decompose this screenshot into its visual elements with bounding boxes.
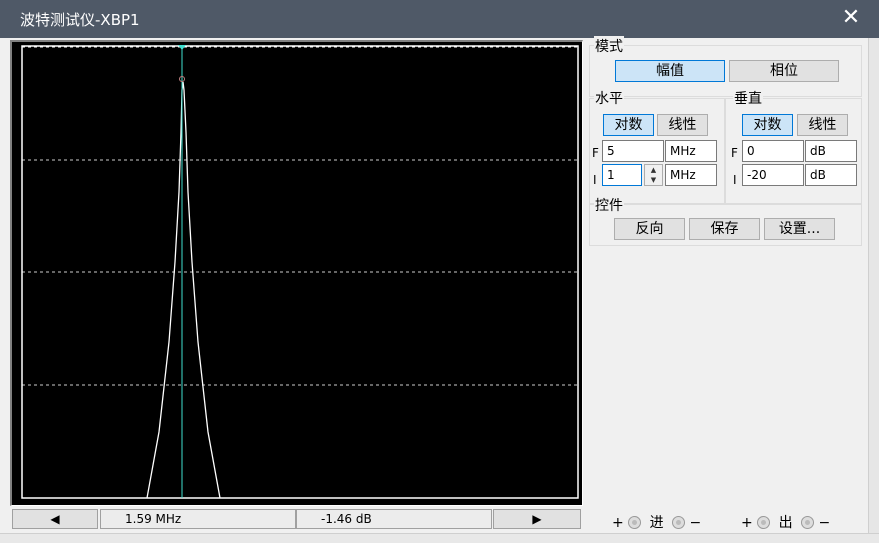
output-terminals: + 出 − bbox=[741, 512, 830, 532]
controls-label: 控件 bbox=[594, 195, 624, 215]
reverse-button[interactable]: 反向 bbox=[614, 218, 685, 240]
phase-mode-button[interactable]: 相位 bbox=[729, 60, 839, 82]
in-plus-terminal-icon[interactable] bbox=[628, 516, 642, 529]
background-window-edge bbox=[868, 38, 879, 543]
mode-label: 模式 bbox=[594, 36, 624, 56]
magnitude-readout: -1.46 dB bbox=[296, 509, 492, 529]
settings-button[interactable]: 设置... bbox=[764, 218, 835, 240]
spin-down-icon[interactable]: ▼ bbox=[650, 176, 657, 184]
title-bar: 波特测试仪-XBP1 ✕ bbox=[0, 0, 879, 38]
horizontal-initial-spinner[interactable]: ▲ ▼ bbox=[644, 164, 663, 186]
vertical-initial-unit[interactable]: dB bbox=[805, 164, 857, 186]
horizontal-initial-unit[interactable]: MHz bbox=[665, 164, 717, 186]
mode-group bbox=[589, 45, 862, 97]
vertical-group bbox=[725, 98, 862, 204]
window-title: 波特测试仪-XBP1 bbox=[20, 11, 140, 29]
input-terminals: + 进 − bbox=[612, 512, 701, 532]
background-window-bottom bbox=[0, 533, 879, 543]
vertical-final-unit[interactable]: dB bbox=[805, 140, 857, 162]
cursor-left-button[interactable]: ◀ bbox=[12, 509, 98, 529]
magnitude-curve bbox=[146, 81, 221, 499]
out-minus-label: − bbox=[818, 515, 831, 531]
in-minus-label: − bbox=[689, 515, 702, 531]
frequency-readout: 1.59 MHz bbox=[100, 509, 296, 529]
horizontal-initial-label: I bbox=[593, 173, 597, 187]
horizontal-final-unit[interactable]: MHz bbox=[665, 140, 717, 162]
vertical-label: 垂直 bbox=[733, 88, 763, 108]
magnitude-value: -1.46 dB bbox=[321, 512, 372, 526]
vertical-log-button[interactable]: 对数 bbox=[742, 114, 793, 136]
out-minus-terminal-icon[interactable] bbox=[801, 516, 815, 529]
cursor-point bbox=[179, 76, 185, 82]
out-plus-terminal-icon[interactable] bbox=[757, 516, 771, 529]
frequency-value: 1.59 MHz bbox=[125, 512, 182, 526]
controls-group bbox=[589, 204, 862, 246]
magnitude-mode-button[interactable]: 幅值 bbox=[615, 60, 725, 82]
vertical-final-input[interactable]: 0 bbox=[742, 140, 804, 162]
horizontal-final-label: F bbox=[592, 146, 599, 160]
horizontal-label: 水平 bbox=[594, 88, 624, 108]
vertical-final-label: F bbox=[731, 146, 738, 160]
in-minus-terminal-icon[interactable] bbox=[672, 516, 686, 529]
cursor-right-button[interactable]: ▶ bbox=[493, 509, 581, 529]
bode-plot-area[interactable] bbox=[10, 40, 583, 506]
horizontal-initial-input[interactable]: 1 bbox=[602, 164, 642, 186]
close-icon[interactable]: ✕ bbox=[841, 5, 861, 30]
spin-up-icon[interactable]: ▲ bbox=[650, 166, 657, 174]
horizontal-log-button[interactable]: 对数 bbox=[603, 114, 654, 136]
out-label: 出 bbox=[778, 515, 793, 531]
vertical-initial-input[interactable]: -20 bbox=[742, 164, 804, 186]
save-button[interactable]: 保存 bbox=[689, 218, 760, 240]
in-plus-label: + bbox=[612, 515, 624, 531]
out-plus-label: + bbox=[741, 515, 753, 531]
horizontal-linear-button[interactable]: 线性 bbox=[657, 114, 708, 136]
horizontal-group bbox=[589, 98, 725, 204]
bode-plot-svg[interactable] bbox=[12, 42, 582, 505]
cursor-marker-icon bbox=[178, 45, 186, 50]
vertical-linear-button[interactable]: 线性 bbox=[797, 114, 848, 136]
vertical-initial-label: I bbox=[733, 173, 737, 187]
in-label: 进 bbox=[649, 515, 664, 531]
horizontal-final-input[interactable]: 5 bbox=[602, 140, 664, 162]
